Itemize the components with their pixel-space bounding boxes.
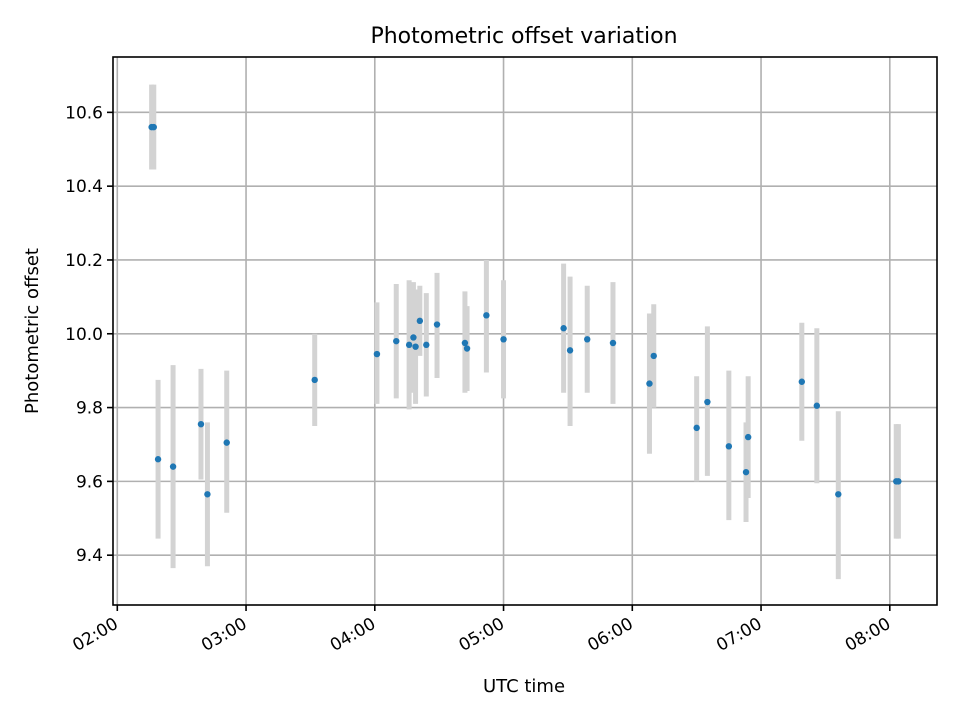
grid-lines xyxy=(113,57,937,605)
data-point xyxy=(895,478,902,485)
data-point xyxy=(500,336,507,343)
plot-frame xyxy=(112,56,938,606)
data-point xyxy=(693,424,700,432)
data-point xyxy=(373,350,381,358)
data-point xyxy=(566,347,574,354)
y-tick-label: 10.2 xyxy=(65,251,103,271)
y-tick-label: 10.4 xyxy=(65,177,103,197)
data-point xyxy=(742,468,750,476)
data-points xyxy=(148,123,902,498)
data-point xyxy=(154,456,162,463)
y-tick-label: 9.6 xyxy=(76,472,103,492)
data-point xyxy=(223,439,230,446)
x-tick-label: 07:00 xyxy=(713,614,765,656)
data-point xyxy=(646,380,653,387)
data-point xyxy=(463,345,471,352)
x-tick-label: 04:00 xyxy=(327,614,379,656)
x-tick-label: 06:00 xyxy=(584,614,636,656)
error-bars xyxy=(149,84,901,580)
data-point xyxy=(423,341,430,349)
data-point xyxy=(584,336,591,343)
data-point xyxy=(835,491,842,498)
x-axis-label: UTC time xyxy=(483,676,565,697)
data-point xyxy=(150,123,157,131)
y-axis-label: Photometric offset xyxy=(22,248,43,414)
y-tick-label: 10.6 xyxy=(65,103,103,123)
y-tick-label: 10.0 xyxy=(65,325,103,345)
data-point xyxy=(393,337,400,345)
data-point xyxy=(410,334,417,341)
x-tick-label: 05:00 xyxy=(456,614,508,656)
data-point xyxy=(483,312,490,319)
data-point xyxy=(704,398,711,406)
data-point xyxy=(204,491,211,498)
data-point xyxy=(798,378,806,385)
data-point xyxy=(725,443,733,450)
data-point xyxy=(813,402,821,409)
data-point xyxy=(461,339,469,347)
data-point xyxy=(609,339,617,347)
x-tick-label: 02:00 xyxy=(69,614,121,656)
data-point xyxy=(433,321,441,328)
data-point xyxy=(744,433,752,441)
data-point xyxy=(405,341,413,349)
chart-title: Photometric offset variation xyxy=(370,24,677,49)
data-point xyxy=(560,325,567,332)
y-axis-ticks: 9.4 9.6 9.8 10.0 10.2 10.4 10.6 xyxy=(65,103,113,566)
data-point xyxy=(197,420,205,428)
x-tick-label: 03:00 xyxy=(198,614,250,656)
data-point xyxy=(412,343,419,350)
x-tick-label: 08:00 xyxy=(842,614,894,656)
data-point xyxy=(311,376,318,384)
data-point xyxy=(169,463,177,470)
y-tick-label: 9.8 xyxy=(76,399,103,419)
y-tick-label: 9.4 xyxy=(76,546,103,566)
x-axis-ticks: 02:00 03:00 04:00 05:00 06:00 07:00 08:00 xyxy=(69,605,894,656)
data-point xyxy=(416,317,424,325)
data-point xyxy=(650,352,657,360)
